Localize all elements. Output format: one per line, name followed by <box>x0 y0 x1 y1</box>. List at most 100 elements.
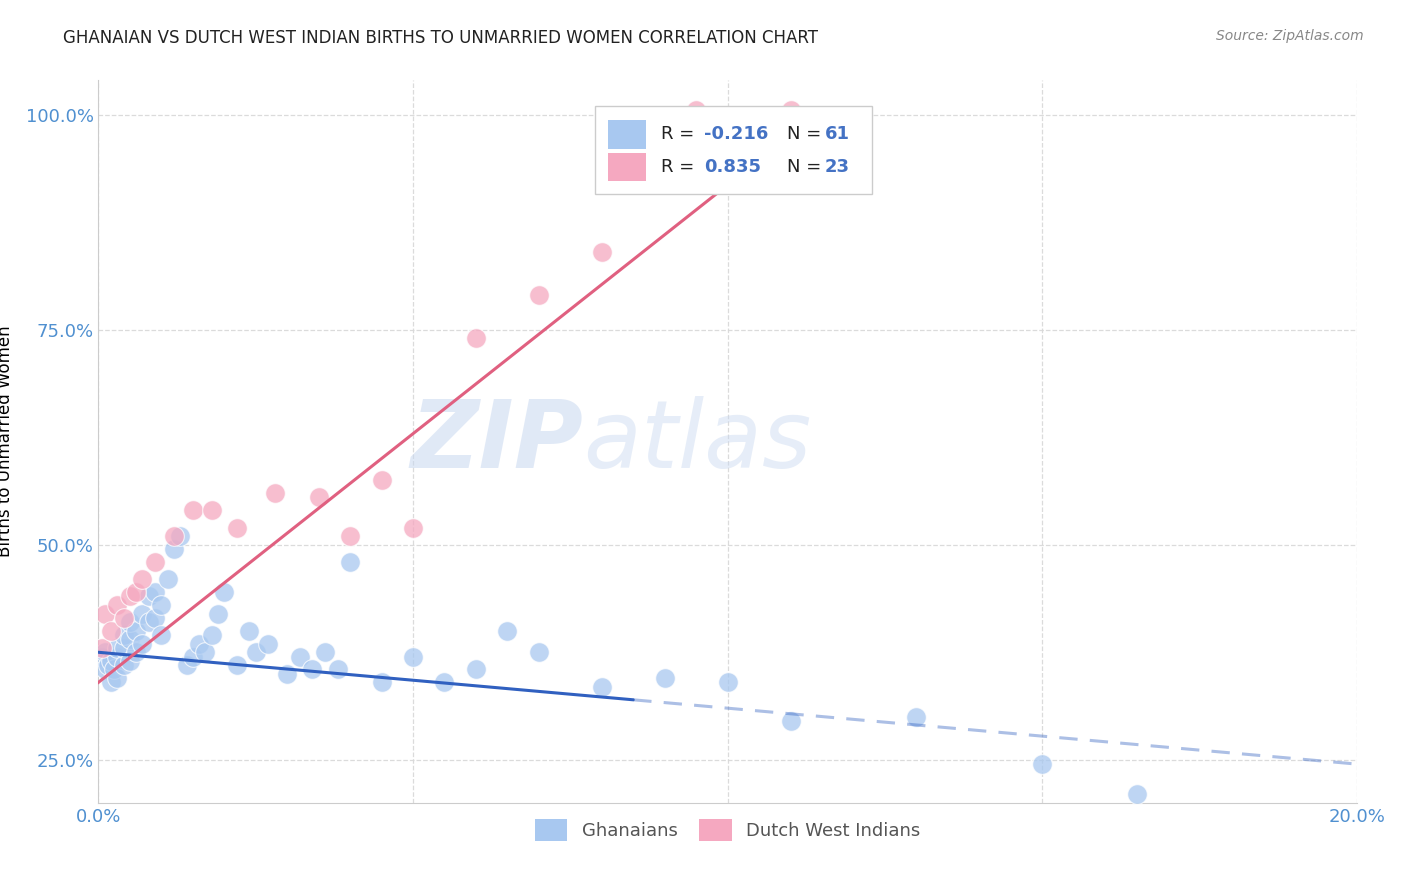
Point <box>464 331 488 345</box>
Point <box>90 649 112 664</box>
Point <box>143 555 166 569</box>
Point <box>779 714 801 728</box>
Point <box>118 590 141 604</box>
Point <box>100 675 122 690</box>
Point <box>93 663 115 677</box>
Point <box>314 645 336 659</box>
Text: GHANAIAN VS DUTCH WEST INDIAN BIRTHS TO UNMARRIED WOMEN CORRELATION CHART: GHANAIAN VS DUTCH WEST INDIAN BIRTHS TO … <box>63 29 818 46</box>
Point <box>339 529 361 543</box>
Point <box>370 473 392 487</box>
Text: R =: R = <box>661 158 700 176</box>
Point <box>181 649 204 664</box>
Point <box>112 640 135 655</box>
Point <box>201 503 224 517</box>
Point <box>194 645 217 659</box>
Point <box>100 624 122 638</box>
Point <box>131 572 153 586</box>
Point <box>90 640 112 655</box>
Text: ZIP: ZIP <box>411 395 583 488</box>
Point <box>97 658 120 673</box>
Point <box>143 611 166 625</box>
Point <box>163 542 186 557</box>
Text: -0.216: -0.216 <box>703 126 768 144</box>
Point <box>527 288 550 302</box>
Point <box>370 675 392 690</box>
Point <box>225 520 247 534</box>
Point <box>527 645 550 659</box>
Point <box>1031 757 1053 772</box>
Text: atlas: atlas <box>583 396 811 487</box>
Point <box>93 607 115 621</box>
Point <box>402 649 425 664</box>
Point <box>181 503 204 517</box>
Point <box>1251 886 1274 892</box>
Point <box>125 645 148 659</box>
Point <box>245 645 267 659</box>
Text: 61: 61 <box>824 126 849 144</box>
Bar <box>607 153 645 181</box>
Text: Source: ZipAtlas.com: Source: ZipAtlas.com <box>1216 29 1364 43</box>
Point <box>138 590 160 604</box>
Point <box>1125 787 1147 801</box>
Point <box>257 637 280 651</box>
Point <box>685 103 707 118</box>
Point <box>276 666 298 681</box>
Text: N =: N = <box>787 126 827 144</box>
Point <box>100 654 122 668</box>
Bar <box>607 120 645 149</box>
Point <box>131 607 153 621</box>
Point <box>339 555 361 569</box>
Point <box>131 637 153 651</box>
Point <box>112 658 135 673</box>
Bar <box>596 105 872 194</box>
Point <box>263 486 285 500</box>
Point <box>112 628 135 642</box>
Point <box>156 572 179 586</box>
Point <box>105 640 128 655</box>
Text: R =: R = <box>661 126 700 144</box>
Point <box>188 637 211 651</box>
Point <box>301 663 323 677</box>
Point <box>125 624 148 638</box>
Point <box>779 103 801 118</box>
Point <box>591 245 613 260</box>
Point <box>654 671 676 685</box>
Point <box>402 520 425 534</box>
Text: 23: 23 <box>824 158 849 176</box>
Point <box>308 491 330 505</box>
Point <box>163 529 186 543</box>
Point <box>105 671 128 685</box>
Point <box>214 585 236 599</box>
Legend: Ghanaians, Dutch West Indians: Ghanaians, Dutch West Indians <box>527 812 928 848</box>
Point <box>225 658 247 673</box>
Point <box>326 663 349 677</box>
Point <box>464 663 488 677</box>
Point <box>118 632 141 647</box>
Point <box>207 607 229 621</box>
Point <box>905 710 928 724</box>
Point <box>238 624 260 638</box>
Point <box>169 529 191 543</box>
Point <box>591 680 613 694</box>
Point <box>125 585 148 599</box>
Point <box>288 649 311 664</box>
Point <box>150 598 173 612</box>
Point <box>496 624 519 638</box>
Point <box>112 611 135 625</box>
Point <box>433 675 456 690</box>
Text: N =: N = <box>787 158 827 176</box>
Point <box>93 645 115 659</box>
Point <box>143 585 166 599</box>
Point <box>105 649 128 664</box>
Point <box>176 658 198 673</box>
Text: 0.835: 0.835 <box>703 158 761 176</box>
Point <box>118 615 141 630</box>
Y-axis label: Births to Unmarried Women: Births to Unmarried Women <box>0 326 14 558</box>
Point <box>201 628 224 642</box>
Point <box>103 663 125 677</box>
Point <box>118 654 141 668</box>
Point <box>105 598 128 612</box>
Point <box>150 628 173 642</box>
Point <box>138 615 160 630</box>
Point <box>717 675 740 690</box>
